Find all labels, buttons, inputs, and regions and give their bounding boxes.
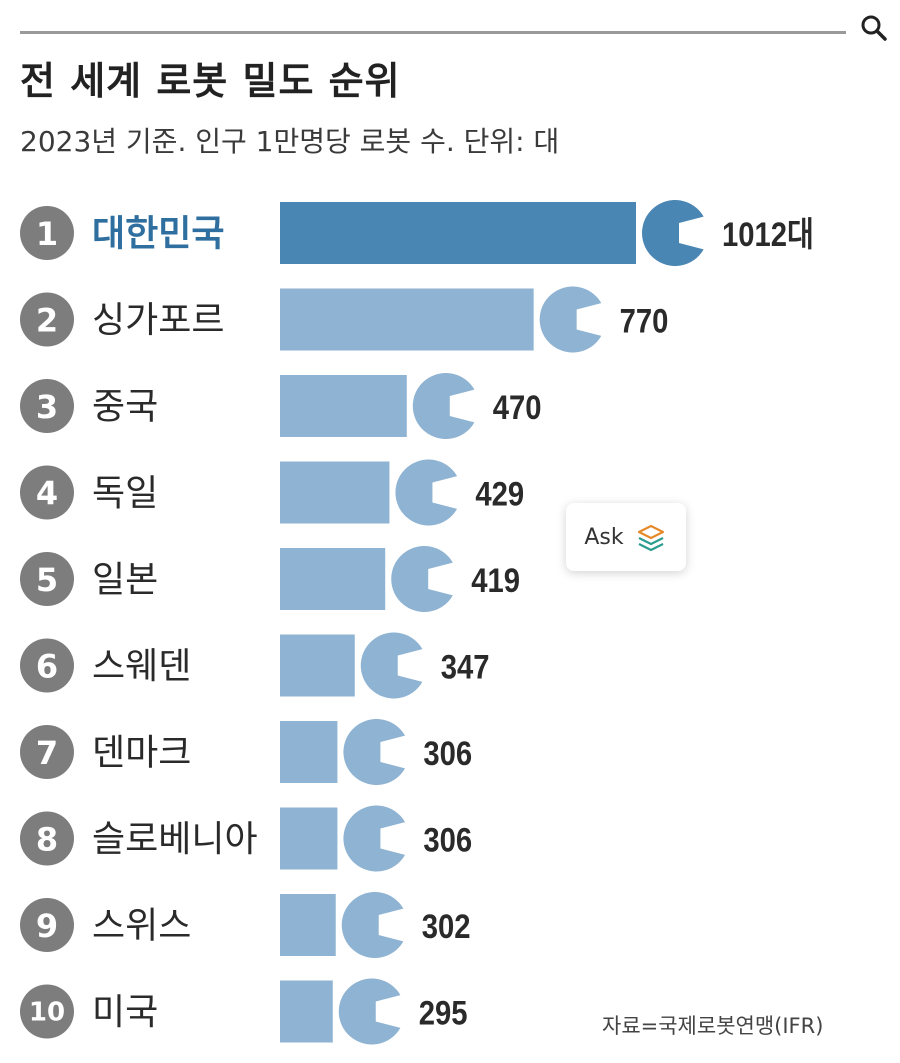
bar-row: 8 슬로베니아 306 — [20, 805, 472, 872]
rank-badge — [20, 292, 74, 347]
layers-icon — [637, 524, 664, 552]
bar-arm — [280, 548, 386, 610]
rank-badge — [20, 552, 74, 606]
value-label: 419 — [471, 561, 520, 600]
rank-badge — [20, 379, 74, 433]
value-label: 306 — [423, 734, 472, 773]
bar-arm — [280, 461, 390, 524]
value-label: 302 — [422, 907, 471, 946]
bar-row: 7 덴마크 306 — [20, 719, 472, 786]
bar-row: 10 미국 295 — [20, 978, 468, 1045]
country-label: 덴마크 — [92, 733, 191, 774]
rank-number: 5 — [36, 561, 58, 599]
bar-arm — [280, 807, 338, 870]
bar-wrench-head — [539, 286, 602, 353]
value-label: 295 — [419, 993, 468, 1032]
bar-wrench-head — [338, 978, 401, 1045]
rank-number: 3 — [36, 388, 58, 426]
country-label: 스위스 — [92, 906, 191, 947]
rank-badge — [20, 465, 74, 520]
value-label: 1012대 — [722, 215, 814, 254]
bar-arm — [280, 288, 534, 351]
bar-wrench-head — [391, 546, 453, 613]
bar-arm — [280, 894, 336, 956]
rank-badge — [20, 638, 74, 693]
bar-arm — [280, 375, 407, 437]
value-label: 429 — [475, 474, 524, 513]
bar-wrench-head — [341, 892, 404, 959]
bar-row: 3 중국 470 — [20, 373, 542, 439]
rank-number: 6 — [36, 648, 58, 686]
bar-wrench-head — [395, 459, 458, 526]
top-divider — [20, 31, 846, 34]
country-label: 싱가포르 — [92, 300, 224, 341]
value-label: 470 — [493, 388, 542, 427]
country-label: 일본 — [92, 560, 158, 601]
rank-badge — [20, 206, 74, 260]
bar-wrench-head — [360, 632, 423, 699]
bar-row: 2 싱가포르 770 — [20, 286, 669, 353]
country-label: 미국 — [92, 992, 158, 1033]
rank-number: 1 — [36, 215, 58, 253]
rank-badge — [20, 898, 74, 952]
bar-row: 1 대한민국 1012대 — [20, 200, 814, 266]
rank-number: 4 — [36, 475, 58, 513]
bar-arm — [280, 980, 333, 1043]
bar-arm — [280, 634, 355, 697]
bar-arm — [280, 202, 636, 264]
rank-number: 9 — [36, 907, 58, 945]
rank-number: 8 — [36, 821, 58, 859]
value-label: 306 — [423, 820, 472, 859]
rank-number: 7 — [36, 734, 58, 772]
source-note: 자료=국제로봇연맹(IFR) — [602, 1014, 824, 1038]
rank-badge — [20, 811, 74, 866]
bar-arm — [280, 721, 338, 783]
country-label: 독일 — [92, 473, 158, 514]
ask-button[interactable]: Ask — [566, 503, 686, 571]
country-label: 중국 — [92, 387, 158, 428]
rank-badge — [20, 984, 74, 1039]
search-icon — [861, 15, 887, 41]
rank-number: 10 — [29, 998, 65, 1028]
bar-wrench-head — [343, 719, 406, 786]
country-label: 대한민국 — [92, 214, 224, 255]
country-label: 슬로베니아 — [92, 819, 258, 860]
bar-row: 5 일본 419 — [20, 546, 520, 613]
rank-number: 2 — [36, 302, 58, 340]
chart-subtitle: 2023년 기준. 인구 1만명당 로봇 수. 단위: 대 — [20, 125, 560, 158]
bar-wrench-head — [343, 805, 406, 872]
value-label: 770 — [620, 301, 669, 340]
bar-row: 9 스위스 302 — [20, 892, 471, 959]
value-label: 347 — [441, 647, 490, 686]
bar-row: 4 독일 429 — [20, 459, 524, 526]
country-label: 스웨덴 — [92, 646, 191, 687]
ask-label: Ask — [584, 524, 624, 550]
bar-wrench-head — [412, 373, 475, 439]
chart-title: 전 세계 로봇 밀도 순위 — [20, 59, 401, 103]
bar-row: 6 스웨덴 347 — [20, 632, 490, 699]
bar-wrench-head — [642, 200, 704, 266]
search-button[interactable] — [854, 8, 894, 48]
rank-badge — [20, 725, 74, 779]
